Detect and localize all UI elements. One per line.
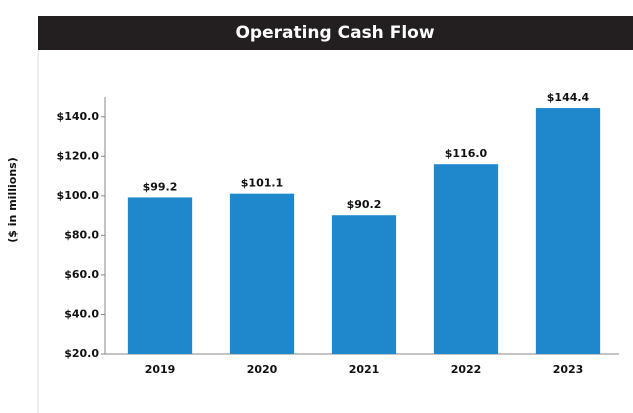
y-tick-label: $60.0 (64, 268, 99, 281)
bar (331, 215, 397, 354)
x-tick-label: 2020 (247, 363, 278, 376)
bar (535, 108, 601, 354)
value-label: $116.0 (445, 147, 488, 160)
y-tick-label: $140.0 (57, 110, 100, 123)
chart-title: Operating Cash Flow (235, 23, 434, 43)
y-tick-label: $120.0 (57, 149, 100, 162)
value-label: $101.1 (241, 177, 283, 190)
title-bar (38, 16, 633, 50)
value-label: $144.4 (547, 91, 590, 104)
bar (229, 193, 295, 354)
x-tick-label: 2019 (145, 363, 176, 376)
x-tick-label: 2022 (451, 363, 482, 376)
value-label: $99.2 (143, 180, 178, 193)
y-tick-label: $20.0 (64, 347, 99, 360)
x-tick-label: 2021 (349, 363, 380, 376)
bar (127, 197, 193, 354)
x-tick-label: 2023 (553, 363, 584, 376)
y-tick-label: $100.0 (57, 189, 100, 202)
bar (433, 164, 499, 354)
value-label: $90.2 (347, 198, 382, 211)
y-tick-label: $40.0 (64, 307, 99, 320)
y-axis-label: ($ in millions) (6, 157, 19, 242)
y-tick-label: $80.0 (64, 228, 99, 241)
